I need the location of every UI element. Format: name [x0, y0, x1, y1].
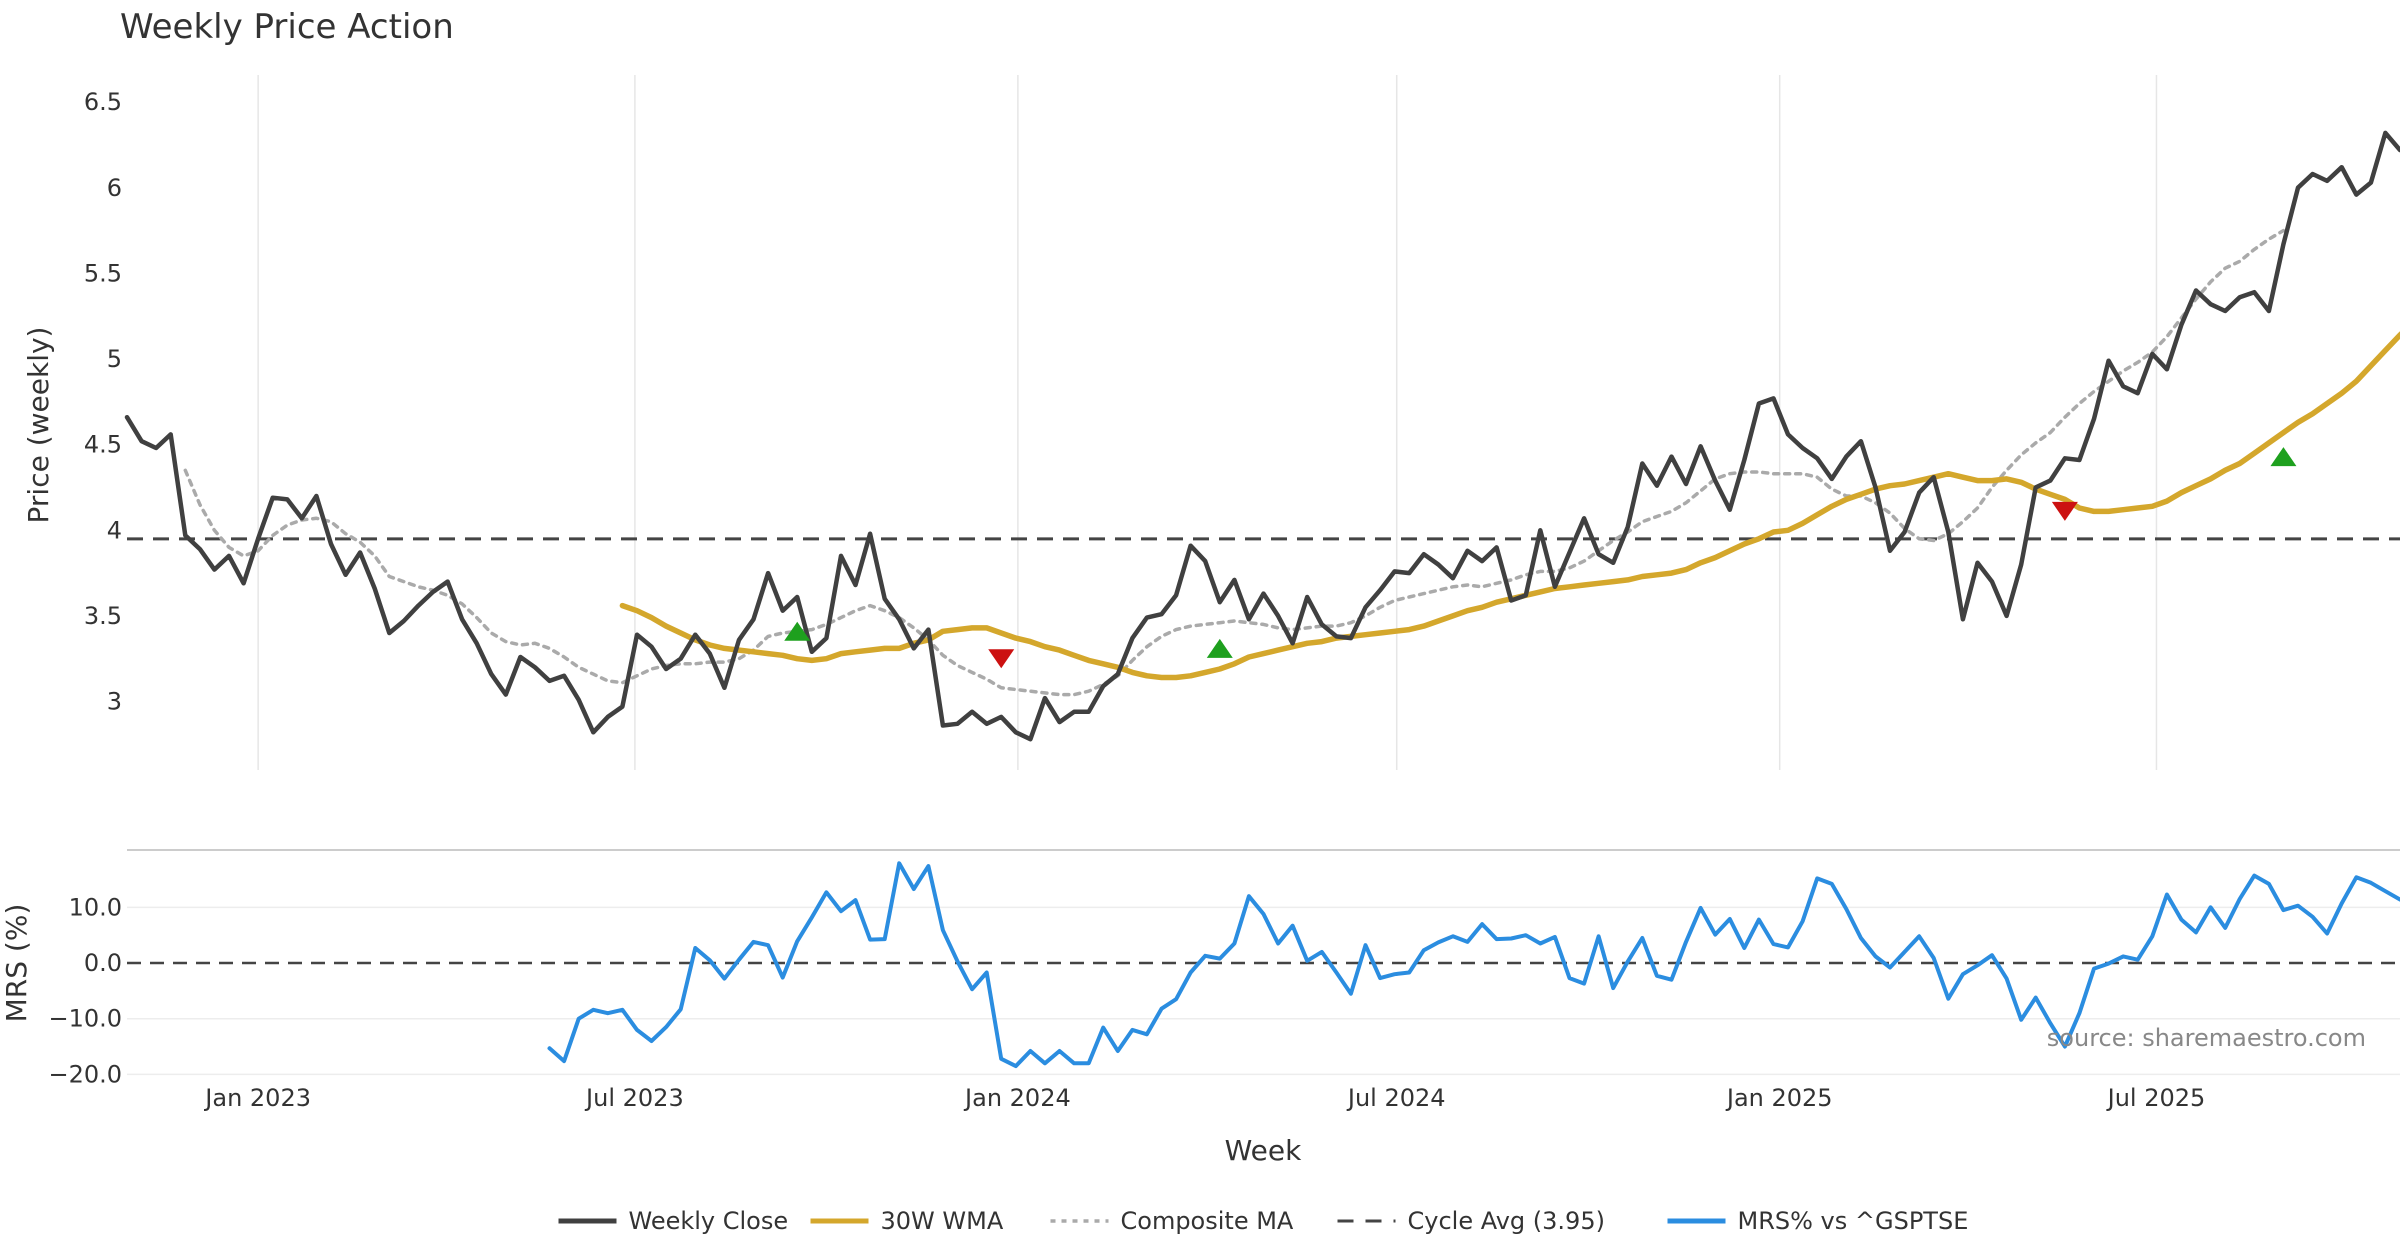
- weekly-close-line: [124, 130, 2400, 742]
- buy-signal-marker: [784, 621, 811, 641]
- sell-signal-marker: [988, 649, 1015, 669]
- mrs-y-tick-label: −20.0: [48, 1060, 122, 1088]
- x-tick-label: Jan 2023: [203, 1084, 311, 1112]
- legend-item: Cycle Avg (3.95): [1337, 1207, 1605, 1235]
- x-axis-ticks: Jan 2023 Jul 2023 Jan 2024 Jul 2024 Jan 2025…: [203, 1084, 2205, 1112]
- mrs-y-tick-label: −10.0: [48, 1005, 122, 1033]
- buy-signal-marker: [2270, 447, 2297, 467]
- mrs-line: [547, 861, 2400, 1069]
- x-tick-label: Jan 2024: [963, 1084, 1071, 1112]
- x-axis-label: Week: [1225, 1134, 1302, 1167]
- source-note: source: sharemaestro.com: [2047, 1024, 2366, 1052]
- x-tick-label: Jan 2025: [1725, 1084, 1833, 1112]
- legend-label: 30W WMA: [881, 1207, 1004, 1235]
- legend-item: Weekly Close: [558, 1207, 789, 1235]
- mrs-y-tick-label: 10.0: [69, 893, 122, 921]
- mrs-panel: 10.0 0.0 −10.0 −20.0 MRS (%) source: sharem…: [0, 849, 2400, 1088]
- legend-label: Composite MA: [1121, 1207, 1294, 1235]
- legend-label: MRS% vs ^GSPTSE: [1738, 1207, 1969, 1235]
- price-y-ticks: 3 3.5 4 4.5 5 5.5 6 6.5: [84, 88, 122, 715]
- x-tick-label: Jul 2024: [1346, 1084, 1446, 1112]
- legend: Weekly Close 30W WMA Composite MA Cycle Avg…: [558, 1207, 1969, 1235]
- legend-label: Weekly Close: [629, 1207, 789, 1235]
- price-panel: 3 3.5 4 4.5 5 5.5 6 6.5 Price (weekly): [22, 75, 2400, 770]
- x-tick-label: Jul 2023: [584, 1084, 684, 1112]
- price-y-tick-label: 5: [107, 345, 122, 373]
- legend-item: MRS% vs ^GSPTSE: [1667, 1207, 1969, 1235]
- mrs-y-tick-label: 0.0: [84, 949, 122, 977]
- composite-ma-line: [183, 228, 2286, 697]
- legend-item: Composite MA: [1050, 1207, 1294, 1235]
- buy-signal-marker: [1206, 638, 1233, 658]
- price-y-tick-label: 6: [107, 174, 122, 202]
- legend-label: Cycle Avg (3.95): [1408, 1207, 1605, 1235]
- price-y-tick-label: 4: [107, 516, 122, 544]
- mrs-y-axis-label: MRS (%): [0, 904, 33, 1023]
- signal-markers: [784, 447, 2297, 669]
- price-y-tick-label: 3.5: [84, 602, 122, 630]
- price-y-tick-label: 5.5: [84, 259, 122, 287]
- wma-30w-line: [619, 331, 2400, 681]
- price-y-tick-label: 3: [107, 688, 122, 716]
- price-gridlines: [257, 75, 2158, 770]
- mrs-y-ticks: 10.0 0.0 −10.0 −20.0: [48, 893, 122, 1088]
- price-y-axis-label: Price (weekly): [22, 327, 55, 524]
- price-y-tick-label: 4.5: [84, 431, 122, 459]
- sell-signal-marker: [2051, 501, 2078, 521]
- price-y-tick-label: 6.5: [84, 88, 122, 116]
- legend-item: 30W WMA: [810, 1207, 1004, 1235]
- chart-title: Weekly Price Action: [120, 7, 454, 47]
- x-tick-label: Jul 2025: [2106, 1084, 2206, 1112]
